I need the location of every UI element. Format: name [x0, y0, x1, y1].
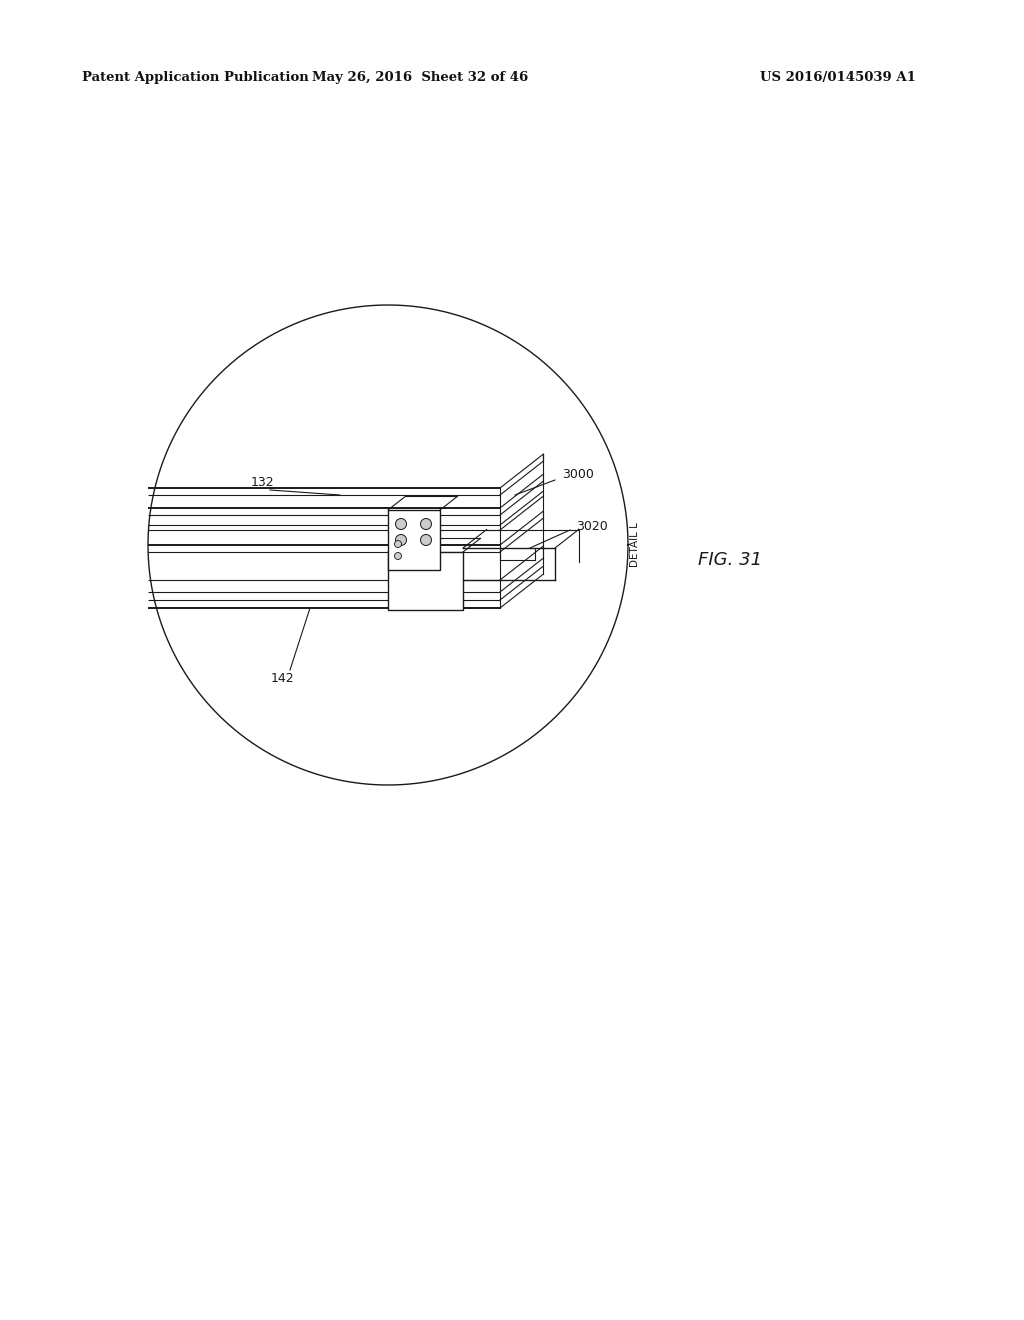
Text: 132: 132 — [250, 477, 273, 490]
Text: 142: 142 — [270, 672, 294, 685]
Text: Patent Application Publication: Patent Application Publication — [82, 71, 309, 84]
Bar — [388, 552, 463, 610]
Bar — [388, 510, 440, 570]
Circle shape — [395, 519, 407, 529]
Text: US 2016/0145039 A1: US 2016/0145039 A1 — [760, 71, 915, 84]
Circle shape — [395, 535, 407, 545]
Circle shape — [421, 519, 431, 529]
Text: FIG. 31: FIG. 31 — [698, 550, 762, 569]
Circle shape — [394, 553, 401, 560]
Circle shape — [421, 535, 431, 545]
Circle shape — [394, 540, 401, 548]
Text: 3020: 3020 — [575, 520, 608, 532]
Text: May 26, 2016  Sheet 32 of 46: May 26, 2016 Sheet 32 of 46 — [312, 71, 528, 84]
Text: 3000: 3000 — [562, 467, 594, 480]
Text: DETAIL L: DETAIL L — [630, 523, 640, 568]
